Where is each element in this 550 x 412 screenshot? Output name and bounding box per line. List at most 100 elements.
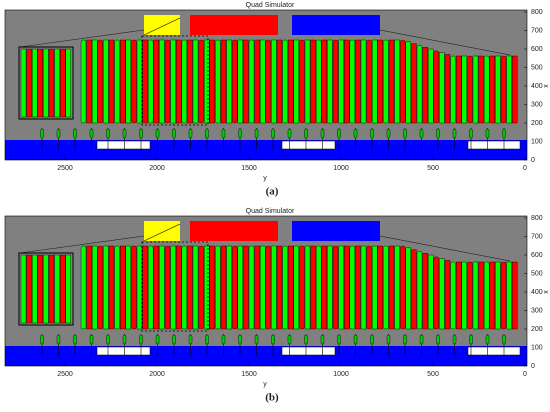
stripe	[54, 254, 60, 324]
marker	[188, 128, 193, 139]
marker	[436, 128, 440, 139]
stripe	[60, 254, 66, 324]
stripe	[489, 55, 495, 124]
marker	[287, 128, 292, 139]
marker	[238, 334, 242, 345]
stripe	[198, 39, 204, 124]
stripe	[405, 247, 411, 330]
stripe	[299, 39, 305, 124]
y-tick-label: 400	[531, 289, 543, 296]
stripe	[428, 48, 434, 124]
selection-box	[141, 35, 209, 126]
stripe	[344, 245, 350, 330]
stripe	[80, 39, 87, 124]
blue-block	[292, 221, 380, 241]
stripe	[91, 245, 98, 330]
stripe	[175, 39, 182, 124]
stripe	[271, 39, 277, 124]
marker	[353, 334, 358, 345]
marker	[419, 334, 424, 345]
y-tick-label: 100	[531, 138, 543, 145]
stripe	[332, 39, 339, 124]
stripe	[366, 245, 372, 330]
stripe	[282, 245, 288, 330]
stripe	[26, 48, 32, 118]
stripe	[187, 245, 193, 330]
stripe	[372, 245, 378, 330]
marker	[271, 128, 275, 139]
stripe	[147, 39, 154, 124]
stripe	[500, 261, 507, 330]
stripe	[304, 39, 311, 124]
marker	[370, 128, 374, 139]
stripe	[142, 39, 148, 124]
marker	[73, 334, 77, 345]
white-pad	[96, 140, 151, 150]
stripe	[338, 39, 344, 124]
stripe	[237, 245, 244, 330]
stripe	[260, 39, 266, 124]
y-tick-label: 400	[531, 83, 543, 90]
marker	[221, 334, 226, 345]
stripe	[114, 245, 120, 330]
stripe	[405, 41, 411, 124]
stripe	[243, 245, 249, 330]
marker	[172, 334, 176, 345]
stripe	[439, 52, 445, 124]
marker	[386, 128, 391, 139]
marker	[304, 128, 308, 139]
stripe	[310, 245, 316, 330]
red-block	[190, 221, 278, 241]
stripe	[153, 39, 160, 124]
stripe	[37, 254, 43, 324]
stripe	[388, 245, 395, 330]
marker	[89, 128, 94, 139]
stripe	[254, 39, 260, 124]
stripe	[20, 48, 27, 118]
stripe	[422, 253, 428, 330]
stripe	[377, 245, 383, 330]
stripe	[478, 55, 484, 124]
stripe	[114, 39, 120, 124]
stripe	[108, 245, 115, 330]
stripe	[198, 245, 204, 330]
stripe	[456, 261, 462, 330]
y-axis-label: x	[543, 290, 550, 294]
stripe	[131, 39, 137, 124]
stripe	[377, 39, 383, 124]
marker	[139, 128, 143, 139]
stripe	[220, 39, 227, 124]
y-axis-label: x	[543, 84, 550, 88]
stripe	[175, 245, 182, 330]
stripe	[159, 39, 165, 124]
x-tick-label: 1000	[333, 371, 349, 378]
stripe	[495, 261, 501, 330]
marker	[254, 128, 259, 139]
stripe	[288, 245, 294, 330]
stripe	[332, 245, 339, 330]
marker	[502, 128, 506, 139]
marker	[56, 128, 61, 139]
stripe	[65, 48, 72, 118]
guide-line	[379, 29, 511, 56]
marker	[254, 334, 259, 345]
stripe	[276, 39, 283, 124]
y-tick-label: 600	[531, 252, 543, 259]
stripe	[461, 55, 467, 124]
stripe	[231, 245, 238, 330]
stripe	[147, 245, 154, 330]
guide-line	[379, 235, 511, 262]
stripe	[400, 39, 406, 124]
marker	[353, 128, 358, 139]
panel: Quad Simulator 2500 2000 1500 1000 500 0 y 0 100 2…	[4, 208, 550, 404]
marker	[205, 128, 209, 139]
stripe	[119, 39, 126, 124]
panel-title: Quad Simulator	[246, 208, 295, 215]
marker	[271, 334, 275, 345]
stripe	[450, 55, 456, 124]
selection-box	[141, 241, 209, 332]
x-tick-label: 0	[523, 165, 527, 172]
stripe	[32, 254, 38, 324]
